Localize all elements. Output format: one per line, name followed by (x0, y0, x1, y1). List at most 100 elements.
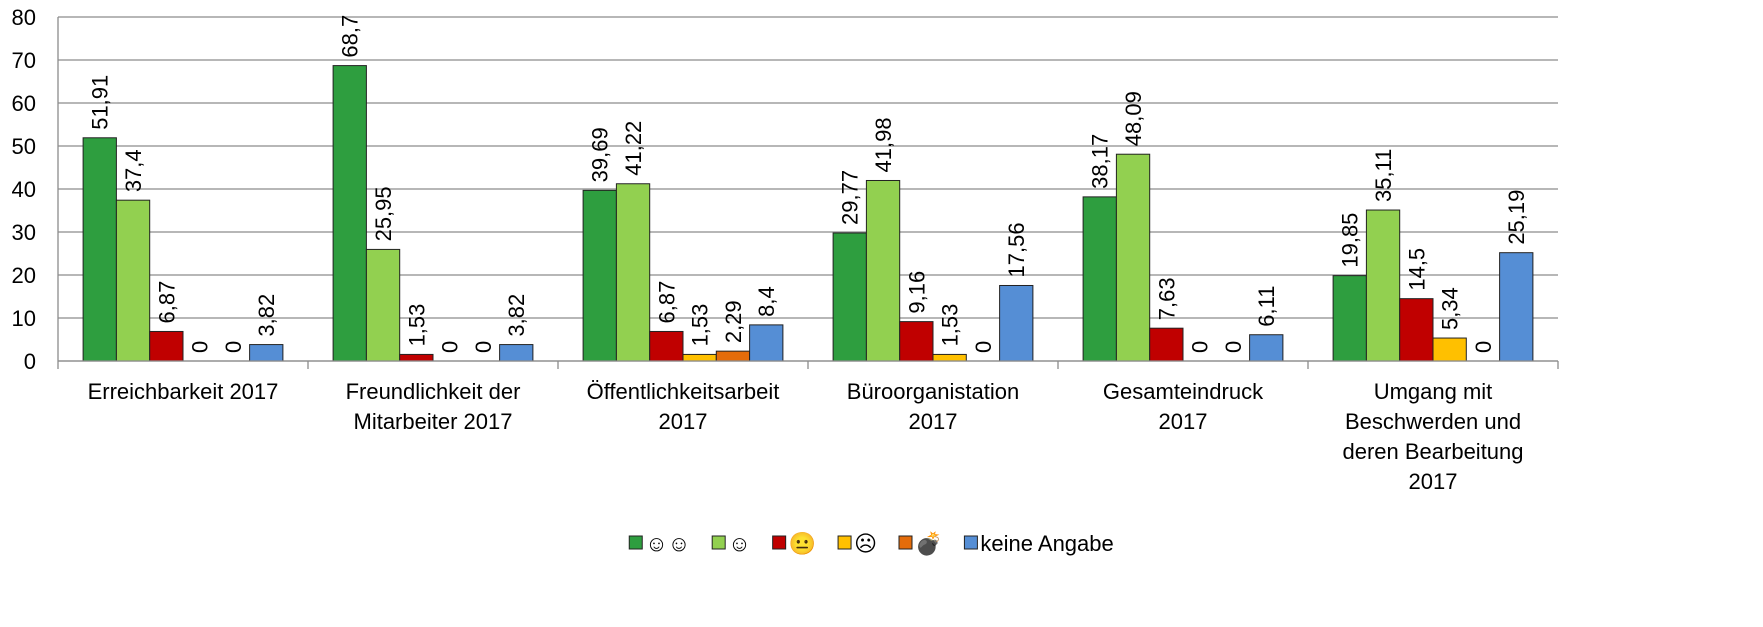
bar (999, 284, 1034, 362)
y-tick-label: 0 (24, 349, 36, 374)
data-label: 29,77 (838, 170, 863, 225)
data-label: 0 (471, 341, 496, 353)
bar (932, 353, 967, 362)
legend-label: keine Angabe (980, 531, 1113, 556)
y-tick-label: 70 (12, 48, 36, 73)
bar (865, 179, 901, 362)
x-tick-line: 2017 (1409, 469, 1458, 494)
bar (332, 65, 367, 362)
bar (499, 344, 534, 362)
bar (682, 353, 717, 362)
x-tick-line: Erreichbarkeit 2017 (88, 379, 279, 404)
legend-swatch (898, 535, 913, 550)
legend-swatch (628, 535, 643, 550)
legend-label: ☺☺ (645, 531, 690, 556)
x-tick-line: Öffentlichkeitsarbeit (587, 379, 780, 404)
data-label: 0 (1221, 341, 1246, 353)
bar (1432, 337, 1467, 362)
bar (1249, 334, 1284, 362)
data-label: 1,53 (404, 304, 429, 347)
x-tick-line: Freundlichkeit der (346, 379, 521, 404)
y-tick-label: 20 (12, 263, 36, 288)
bar (1499, 252, 1534, 362)
data-label: 7,63 (1154, 277, 1179, 320)
x-tick-label: Umgang mit Beschwerden und deren Bearbeitu… (1342, 379, 1523, 494)
x-tick-label: Öffentlichkeitsarbeit 2017 (587, 379, 780, 434)
legend-label: ☺ (728, 531, 750, 556)
data-label: 37,4 (121, 149, 146, 192)
data-label: 25,95 (371, 186, 396, 241)
legend-swatch (963, 535, 978, 550)
y-tick-label: 40 (12, 177, 36, 202)
data-label: 8,4 (754, 286, 779, 317)
bar (115, 199, 151, 362)
bar (832, 232, 867, 362)
x-tick-label: Erreichbarkeit 2017 (88, 379, 279, 404)
bar (365, 248, 401, 362)
data-label: 0 (188, 341, 213, 353)
data-label: 14,5 (1404, 248, 1429, 291)
bar (149, 330, 184, 362)
bar (1365, 209, 1401, 362)
legend-swatch (711, 535, 726, 550)
legend-swatch (837, 535, 852, 550)
data-label: 48,09 (1121, 91, 1146, 146)
y-tick-label: 50 (12, 134, 36, 159)
data-label: 41,22 (621, 121, 646, 176)
bar (1149, 327, 1184, 362)
y-tick-label: 60 (12, 91, 36, 116)
bar (649, 330, 684, 362)
x-tick-line: 2017 (659, 409, 708, 434)
legend-label: 💣 (915, 531, 942, 558)
data-label: 1,53 (688, 304, 713, 347)
legend-label: ☹ (854, 531, 877, 556)
bar (749, 324, 784, 362)
data-label: 0 (1188, 341, 1213, 353)
bar (899, 321, 934, 362)
bar (615, 183, 651, 362)
y-tick-label: 10 (12, 306, 36, 331)
data-label: 6,87 (654, 281, 679, 324)
data-label: 35,11 (1371, 149, 1396, 202)
data-label: 6,11 (1254, 286, 1279, 327)
data-label: 39,69 (588, 127, 613, 182)
legend-label: 😐 (789, 531, 816, 556)
data-label: 51,91 (88, 75, 113, 130)
bar (715, 350, 751, 362)
data-label: 5,34 (1438, 287, 1463, 330)
data-label: 68,7 (338, 15, 363, 58)
x-tick-line: deren Bearbeitung (1342, 439, 1523, 464)
bar (82, 137, 117, 362)
bar (1082, 196, 1117, 362)
x-tick-label: Büroorganistation 2017 (847, 379, 1019, 434)
data-label: 3,82 (254, 294, 279, 337)
x-tick-line: Umgang mit (1374, 379, 1493, 404)
data-label: 17,56 (1004, 222, 1029, 277)
data-label: 2,29 (721, 300, 746, 343)
data-label: 19,85 (1338, 213, 1363, 268)
bar (1399, 298, 1434, 362)
data-label: 6,87 (154, 281, 179, 324)
x-tick-line: Mitarbeiter 2017 (354, 409, 513, 434)
data-label: 1,53 (938, 304, 963, 347)
x-tick-label: Gesamteindruck 2017 (1103, 379, 1264, 434)
legend-swatch (772, 535, 787, 550)
x-tick-label: Freundlichkeit der Mitarbeiter 2017 (346, 379, 521, 434)
data-label: 25,19 (1504, 190, 1529, 245)
bar (1332, 275, 1367, 362)
x-tick-line: Gesamteindruck (1103, 379, 1264, 404)
data-label: 0 (221, 341, 246, 353)
data-label: 9,16 (904, 271, 929, 314)
data-label: 0 (1471, 341, 1496, 353)
x-tick-line: Büroorganistation (847, 379, 1019, 404)
x-tick-line: 2017 (1159, 409, 1208, 434)
bar (582, 189, 617, 362)
data-label: 38,17 (1088, 134, 1113, 189)
x-tick-line: Beschwerden und (1345, 409, 1521, 434)
bar (249, 344, 284, 362)
data-label: 3,82 (504, 294, 529, 337)
bar (399, 353, 434, 362)
data-label: 0 (971, 341, 996, 353)
legend: ☺☺ ☺ 😐 ☹ 💣 keine Angabe (628, 531, 1114, 558)
